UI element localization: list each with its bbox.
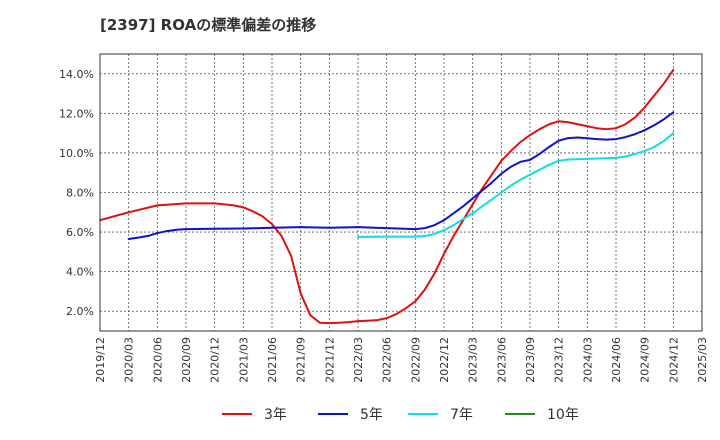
x-tick-label: 2024/09	[639, 337, 652, 383]
plot-border	[99, 53, 703, 332]
x-tick-label: 2020/03	[123, 337, 136, 383]
x-tick-label: 2024/03	[581, 337, 594, 383]
x-tick-label: 2024/12	[667, 337, 680, 383]
y-tick-label: 14.0%	[59, 68, 94, 81]
x-tick-label: 2021/12	[323, 337, 336, 383]
x-tick-label: 2023/03	[467, 337, 480, 383]
x-tick-label: 2024/06	[610, 337, 623, 383]
x-tick-label: 2022/06	[381, 337, 394, 383]
x-tick-label: 2020/06	[151, 337, 164, 383]
legend-label: 7年	[450, 407, 473, 423]
x-tick-label: 2025/03	[696, 337, 709, 383]
x-tick-label: 2021/06	[266, 337, 279, 383]
y-tick-label: 8.0%	[66, 187, 94, 200]
x-tick-label: 2023/09	[524, 337, 537, 383]
x-tick-label: 2021/09	[295, 337, 308, 383]
x-tick-label: 2020/12	[209, 337, 222, 383]
legend-label: 10年	[547, 407, 579, 423]
y-tick-label: 6.0%	[66, 226, 94, 239]
legend-label: 3年	[264, 407, 287, 423]
x-tick-label: 2022/03	[352, 337, 365, 383]
y-tick-label: 10.0%	[59, 147, 94, 160]
x-tick-label: 2020/09	[180, 337, 193, 383]
y-tick-label: 4.0%	[66, 266, 94, 279]
series-line	[99, 68, 675, 325]
series-line	[127, 111, 675, 240]
x-tick-label: 2021/03	[237, 337, 250, 383]
chart-title: [2397] ROAの標準偏差の推移	[100, 16, 317, 34]
y-tick-label: 12.0%	[59, 107, 94, 120]
x-tick-label: 2023/06	[495, 337, 508, 383]
x-tick-label: 2022/12	[438, 337, 451, 383]
x-tick-label: 2019/12	[94, 337, 107, 383]
x-tick-label: 2023/12	[553, 337, 566, 383]
legend-label: 5年	[360, 407, 383, 423]
y-tick-label: 2.0%	[66, 305, 94, 318]
x-tick-label: 2022/09	[409, 337, 422, 383]
series-line	[357, 132, 675, 239]
